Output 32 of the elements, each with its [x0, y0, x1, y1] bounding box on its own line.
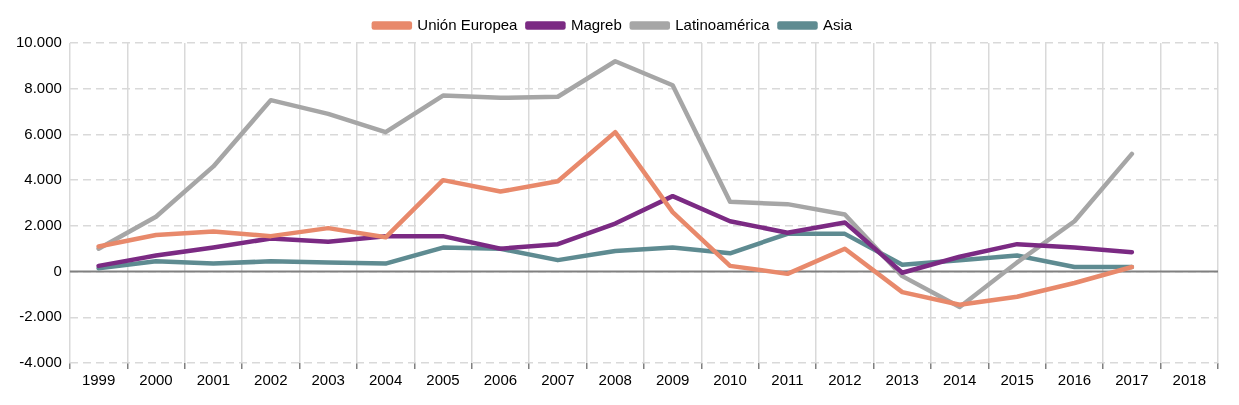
y-tick-label: 10.000 — [15, 33, 62, 51]
x-tick-label: 2010 — [713, 371, 747, 389]
x-tick-label: 2001 — [196, 371, 231, 389]
x-tick-label: 2018 — [1172, 371, 1206, 389]
x-tick-label: 2013 — [885, 371, 919, 389]
y-tick-label: 4.000 — [24, 170, 62, 188]
x-tick-label: 2017 — [1115, 371, 1149, 389]
legend-label: Asia — [822, 15, 853, 33]
y-tick-label: 6.000 — [24, 124, 62, 142]
legend-label: Unión Europea — [417, 15, 519, 33]
x-tick-label: 2009 — [655, 371, 690, 389]
y-tick-label: 2.000 — [24, 216, 62, 233]
y-tick-label: -4.000 — [19, 353, 62, 371]
x-tick-label: 2003 — [311, 371, 345, 389]
x-tick-label: 2011 — [771, 371, 804, 389]
x-tick-label: 2012 — [828, 371, 862, 389]
y-tick-label: -2.000 — [19, 307, 62, 325]
x-tick-label: 2000 — [139, 371, 173, 389]
legend-label: Magreb — [570, 15, 622, 33]
y-tick-label: 8.000 — [24, 78, 62, 96]
x-tick-label: 2014 — [942, 371, 977, 389]
x-tick-label: 2016 — [1057, 371, 1092, 389]
x-tick-label: 2015 — [1000, 371, 1034, 389]
x-tick-label: 2007 — [541, 371, 575, 389]
legend-label: Latinoamérica — [675, 15, 771, 33]
x-tick-label: 2008 — [598, 371, 632, 389]
x-tick-label: 2006 — [483, 371, 518, 389]
x-tick-label: 2005 — [426, 371, 460, 389]
y-tick-label: 0 — [53, 261, 62, 279]
x-tick-label: 2002 — [254, 371, 288, 389]
x-tick-label: 1999 — [81, 371, 116, 389]
x-tick-label: 2004 — [368, 371, 403, 389]
